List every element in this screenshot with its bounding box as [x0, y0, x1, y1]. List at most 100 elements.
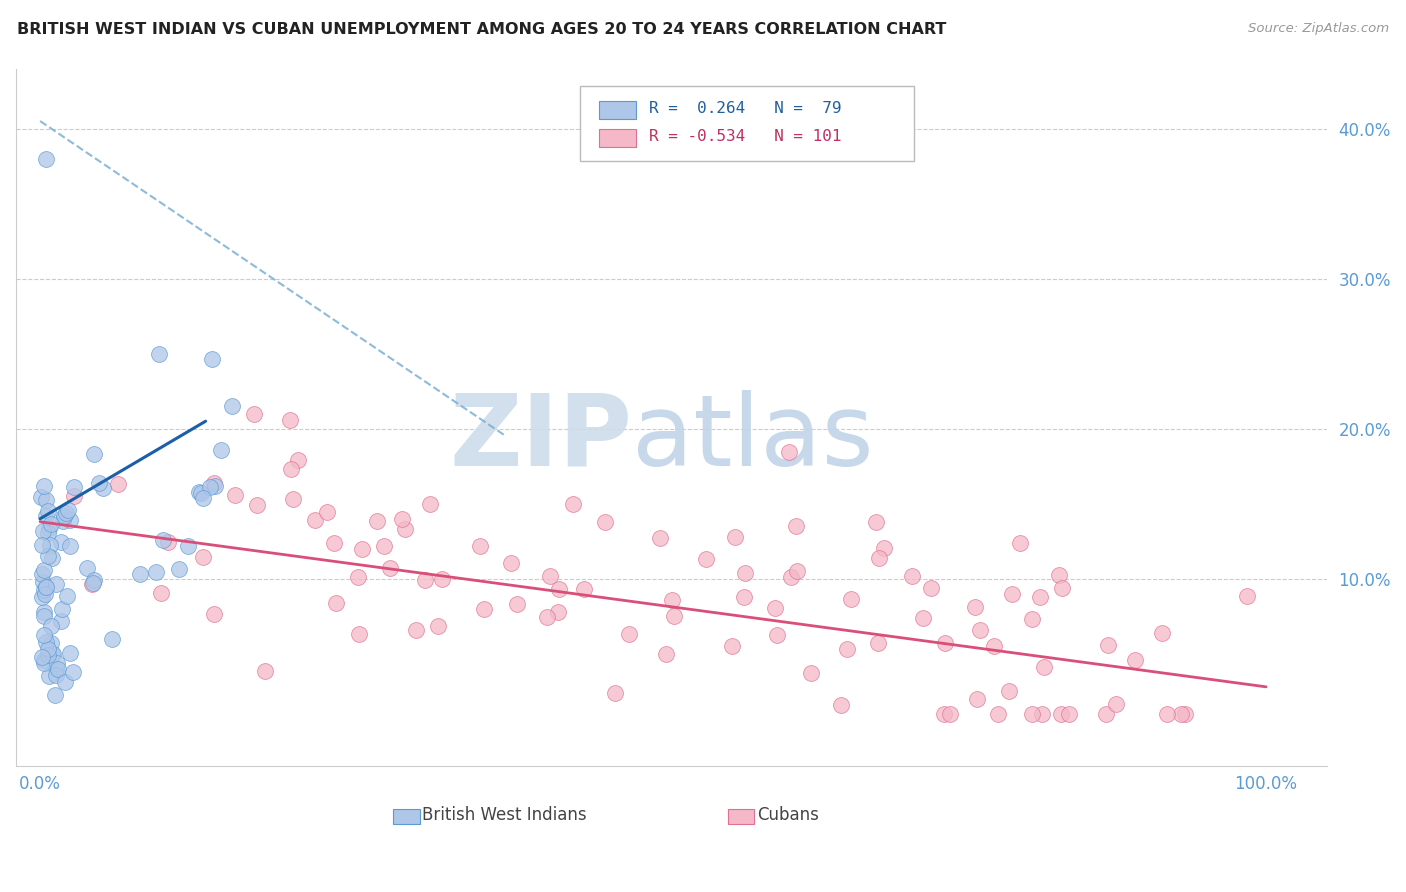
Point: [1021, 612, 1043, 626]
Point: [963, 599, 986, 614]
Point: [39, 517, 62, 532]
Point: [1104, 697, 1126, 711]
Point: [32, 628, 55, 642]
Point: [1047, 567, 1070, 582]
Point: [287, 452, 309, 467]
Point: [51, 614, 73, 628]
Point: [695, 552, 717, 566]
Point: [55, 506, 77, 520]
Point: [872, 541, 894, 555]
Point: [900, 569, 922, 583]
Point: [82, 575, 104, 590]
Point: [662, 609, 685, 624]
Point: [595, 515, 617, 529]
Point: [129, 566, 152, 581]
FancyBboxPatch shape: [579, 86, 914, 161]
Point: [201, 352, 224, 367]
Point: [1008, 536, 1031, 550]
Point: [536, 609, 558, 624]
Point: [35, 580, 58, 594]
Point: [100, 632, 122, 646]
Point: [83, 447, 105, 461]
Point: [31, 567, 53, 582]
Point: [51, 602, 73, 616]
FancyBboxPatch shape: [599, 101, 636, 119]
Point: [499, 556, 522, 570]
Point: [87, 476, 110, 491]
Point: [661, 592, 683, 607]
Point: [547, 606, 569, 620]
Point: [53, 509, 76, 524]
Point: [187, 485, 209, 500]
Text: Source: ZipAtlas.com: Source: ZipAtlas.com: [1249, 22, 1389, 36]
Point: [562, 497, 585, 511]
Point: [53, 509, 76, 524]
Point: [38, 521, 60, 535]
Point: [281, 492, 304, 507]
Point: [323, 535, 346, 549]
Point: [39, 636, 62, 650]
Point: [37, 526, 59, 541]
Point: [53, 675, 76, 690]
Point: [540, 569, 562, 583]
Point: [1050, 582, 1073, 596]
Point: [31, 574, 53, 589]
FancyBboxPatch shape: [728, 809, 754, 824]
Point: [190, 485, 212, 500]
Point: [38, 538, 60, 552]
Point: [149, 585, 172, 599]
Point: [785, 519, 807, 533]
Point: [939, 706, 962, 721]
Point: [426, 619, 449, 633]
Point: [177, 539, 200, 553]
Point: [830, 698, 852, 713]
Point: [59, 539, 82, 553]
Point: [204, 479, 226, 493]
Point: [316, 505, 339, 519]
Point: [779, 570, 801, 584]
Point: [202, 475, 225, 490]
Point: [603, 686, 626, 700]
Point: [32, 605, 55, 619]
Point: [720, 640, 742, 654]
Point: [91, 481, 114, 495]
Point: [1031, 706, 1053, 721]
Point: [30, 491, 52, 505]
Point: [1001, 586, 1024, 600]
Point: [39, 619, 62, 633]
Point: [547, 582, 569, 596]
Point: [62, 479, 84, 493]
Point: [655, 647, 678, 661]
Point: [868, 551, 890, 566]
FancyBboxPatch shape: [599, 128, 636, 146]
Point: [763, 601, 786, 615]
Point: [966, 691, 988, 706]
Point: [346, 570, 368, 584]
Point: [419, 497, 441, 511]
Point: [619, 627, 641, 641]
Point: [31, 649, 53, 664]
Text: Cubans: Cubans: [756, 806, 818, 824]
Point: [62, 665, 84, 680]
Point: [1174, 706, 1197, 721]
Point: [373, 540, 395, 554]
Point: [1050, 706, 1073, 721]
Point: [156, 535, 179, 549]
Text: BRITISH WEST INDIAN VS CUBAN UNEMPLOYMENT AMONG AGES 20 TO 24 YEARS CORRELATION : BRITISH WEST INDIAN VS CUBAN UNEMPLOYMEN…: [17, 22, 946, 37]
Point: [35, 152, 58, 166]
Point: [51, 514, 73, 528]
Point: [51, 535, 73, 549]
Point: [724, 530, 747, 544]
Point: [34, 656, 56, 670]
Point: [779, 444, 801, 458]
Point: [1170, 706, 1192, 721]
Text: ZIP: ZIP: [450, 390, 633, 487]
Point: [278, 413, 301, 427]
Point: [32, 653, 55, 667]
Point: [35, 580, 58, 594]
Point: [167, 562, 190, 576]
Point: [31, 590, 53, 604]
Point: [34, 587, 56, 601]
Point: [347, 627, 370, 641]
Point: [209, 443, 232, 458]
